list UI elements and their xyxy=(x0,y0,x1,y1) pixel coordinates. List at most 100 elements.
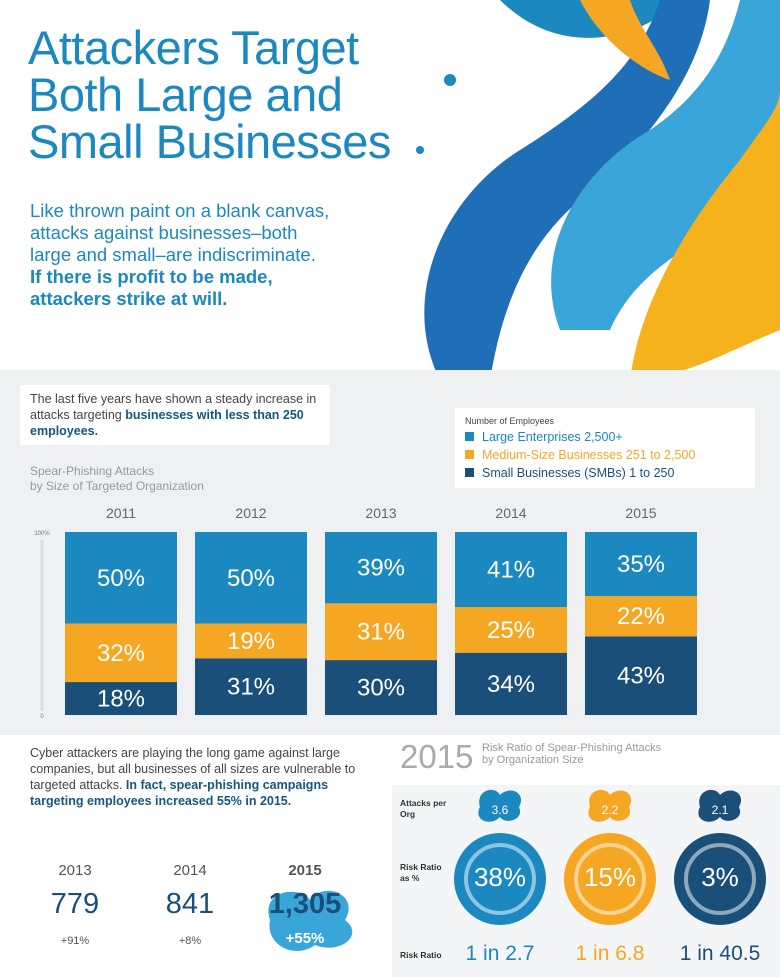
title-line: Both Large and xyxy=(28,68,343,121)
bar-segment xyxy=(325,603,437,661)
stat-value: 779 xyxy=(50,888,100,920)
risk-percent: 15% xyxy=(583,862,637,892)
paint-splash xyxy=(416,0,780,594)
intro-text: Like thrown paint on a blank canvas, att… xyxy=(30,200,330,265)
legend-item: Medium-Size Businesses 251 to 2,500 xyxy=(465,446,745,464)
risk-title-line: by Organization Size xyxy=(482,754,584,766)
data-label: 41% xyxy=(487,557,535,584)
bar-segment xyxy=(585,636,697,715)
note-bold: businesses with less than 250 employees. xyxy=(30,408,304,438)
bar-segment xyxy=(195,658,307,715)
bar-segment xyxy=(455,652,567,715)
growth-bold: In fact, spear-phishing campaigns target… xyxy=(30,778,329,808)
risk-title: Risk Ratio of Spear-Phishing Attacks by … xyxy=(482,742,661,766)
stat-value: 1,305 xyxy=(268,888,342,920)
splat xyxy=(478,789,522,822)
data-label: 43% xyxy=(617,663,665,690)
bar-segment xyxy=(325,660,437,715)
data-label: 18% xyxy=(97,686,145,713)
risk-title-line: Risk Ratio of Spear-Phishing Attacks xyxy=(482,742,662,754)
x-tick-label: 2011 xyxy=(106,505,136,521)
splash xyxy=(268,890,353,951)
stat-change: +91% xyxy=(60,935,90,947)
growth-body: Cyber attackers are playing the long gam… xyxy=(30,746,356,792)
data-label: 39% xyxy=(357,555,405,582)
legend-swatch xyxy=(465,468,474,477)
risk-percent: 3% xyxy=(701,862,739,892)
row-label: Risk Ratio as % xyxy=(400,862,442,883)
risk-year: 2015 xyxy=(400,738,474,775)
risk-ratio: 1 in 40.5 xyxy=(679,942,761,965)
legend-label: Large Enterprises 2,500+ xyxy=(482,430,623,444)
data-label: 50% xyxy=(97,565,145,592)
legend-label: Medium-Size Businesses 251 to 2,500 xyxy=(482,448,696,462)
stat-year: 2014 xyxy=(173,862,207,879)
risk-graphic xyxy=(564,789,656,925)
row-label: Attacks per Org xyxy=(400,798,447,819)
legend: Number of Employees Large Enterprises 2,… xyxy=(455,408,755,488)
legend-label: Small Businesses (SMBs) 1 to 250 xyxy=(482,466,675,480)
title: Attackers Target Both Large and Small Bu… xyxy=(28,24,391,165)
stat-change: +8% xyxy=(178,935,202,947)
data-label: 50% xyxy=(227,565,275,592)
y-tick-label: 0 xyxy=(40,714,44,720)
bar-segment xyxy=(455,607,567,653)
bar-segment xyxy=(65,682,177,715)
title-line: Small Businesses xyxy=(28,115,391,168)
risk-ring xyxy=(684,843,756,915)
risk-ring xyxy=(464,843,536,915)
note: The last five years have shown a steady … xyxy=(20,385,330,445)
splat xyxy=(588,789,632,822)
risk-ratio: 1 in 2.7 xyxy=(465,942,535,965)
row-label: Risk Ratio xyxy=(400,950,442,960)
attacks-value: 3.6 xyxy=(491,803,509,817)
bar-segment xyxy=(195,623,307,659)
data-label: 34% xyxy=(487,671,535,698)
note-text: The last five years have shown a steady … xyxy=(30,392,317,422)
data-label: 25% xyxy=(487,617,535,644)
data-label: 19% xyxy=(227,628,275,655)
bar-segment xyxy=(195,532,307,624)
data-label: 31% xyxy=(227,674,275,701)
stat-change: +55% xyxy=(285,930,325,947)
bar-segment xyxy=(65,532,177,624)
splat xyxy=(698,789,742,822)
title-line: Attackers Target xyxy=(28,21,359,74)
data-label: 22% xyxy=(617,603,665,630)
legend-swatch xyxy=(465,450,474,459)
attacks-value: 2.2 xyxy=(601,803,619,817)
data-label: 31% xyxy=(357,619,405,646)
chart-title: Spear-Phishing Attacks by Size of Target… xyxy=(30,464,204,494)
risk-ratio: 1 in 6.8 xyxy=(575,942,645,965)
x-tick-label: 2012 xyxy=(235,505,266,521)
bar-segment xyxy=(325,532,437,604)
x-tick-label: 2014 xyxy=(495,505,526,521)
attacks-value: 2.1 xyxy=(711,803,729,817)
risk-percent: 38% xyxy=(473,862,527,892)
chart: 0 100% 2011 18% 32% 50% 2012 31% 19% 50% 2013 30% 31… xyxy=(34,505,697,720)
legend-item: Large Enterprises 2,500+ xyxy=(465,428,745,446)
bar-segment xyxy=(65,623,177,683)
stat-year: 2013 xyxy=(58,862,92,879)
legend-swatch xyxy=(465,432,474,441)
data-label: 30% xyxy=(357,675,405,702)
bar-segment xyxy=(585,532,697,597)
x-tick-label: 2013 xyxy=(365,505,396,521)
legend-title: Number of Employees xyxy=(465,416,555,426)
data-label: 32% xyxy=(97,640,145,667)
legend-item: Small Businesses (SMBs) 1 to 250 xyxy=(465,464,745,482)
stat-year: 2015 xyxy=(288,862,322,879)
chart-title-line: by Size of Targeted Organization xyxy=(30,479,204,493)
risk-graphic xyxy=(674,789,766,925)
y-tick-label: 100% xyxy=(34,531,50,537)
risk-graphic xyxy=(454,789,546,925)
growth-text: Cyber attackers are playing the long gam… xyxy=(30,745,365,809)
bar-segment xyxy=(455,532,567,608)
bar-segment xyxy=(585,596,697,637)
intro: Like thrown paint on a blank canvas, att… xyxy=(30,200,330,310)
stat-value: 841 xyxy=(165,888,215,920)
intro-bold: If there is profit to be made, attackers… xyxy=(30,266,273,309)
x-tick-label: 2015 xyxy=(625,505,656,521)
risk-ring xyxy=(574,843,646,915)
